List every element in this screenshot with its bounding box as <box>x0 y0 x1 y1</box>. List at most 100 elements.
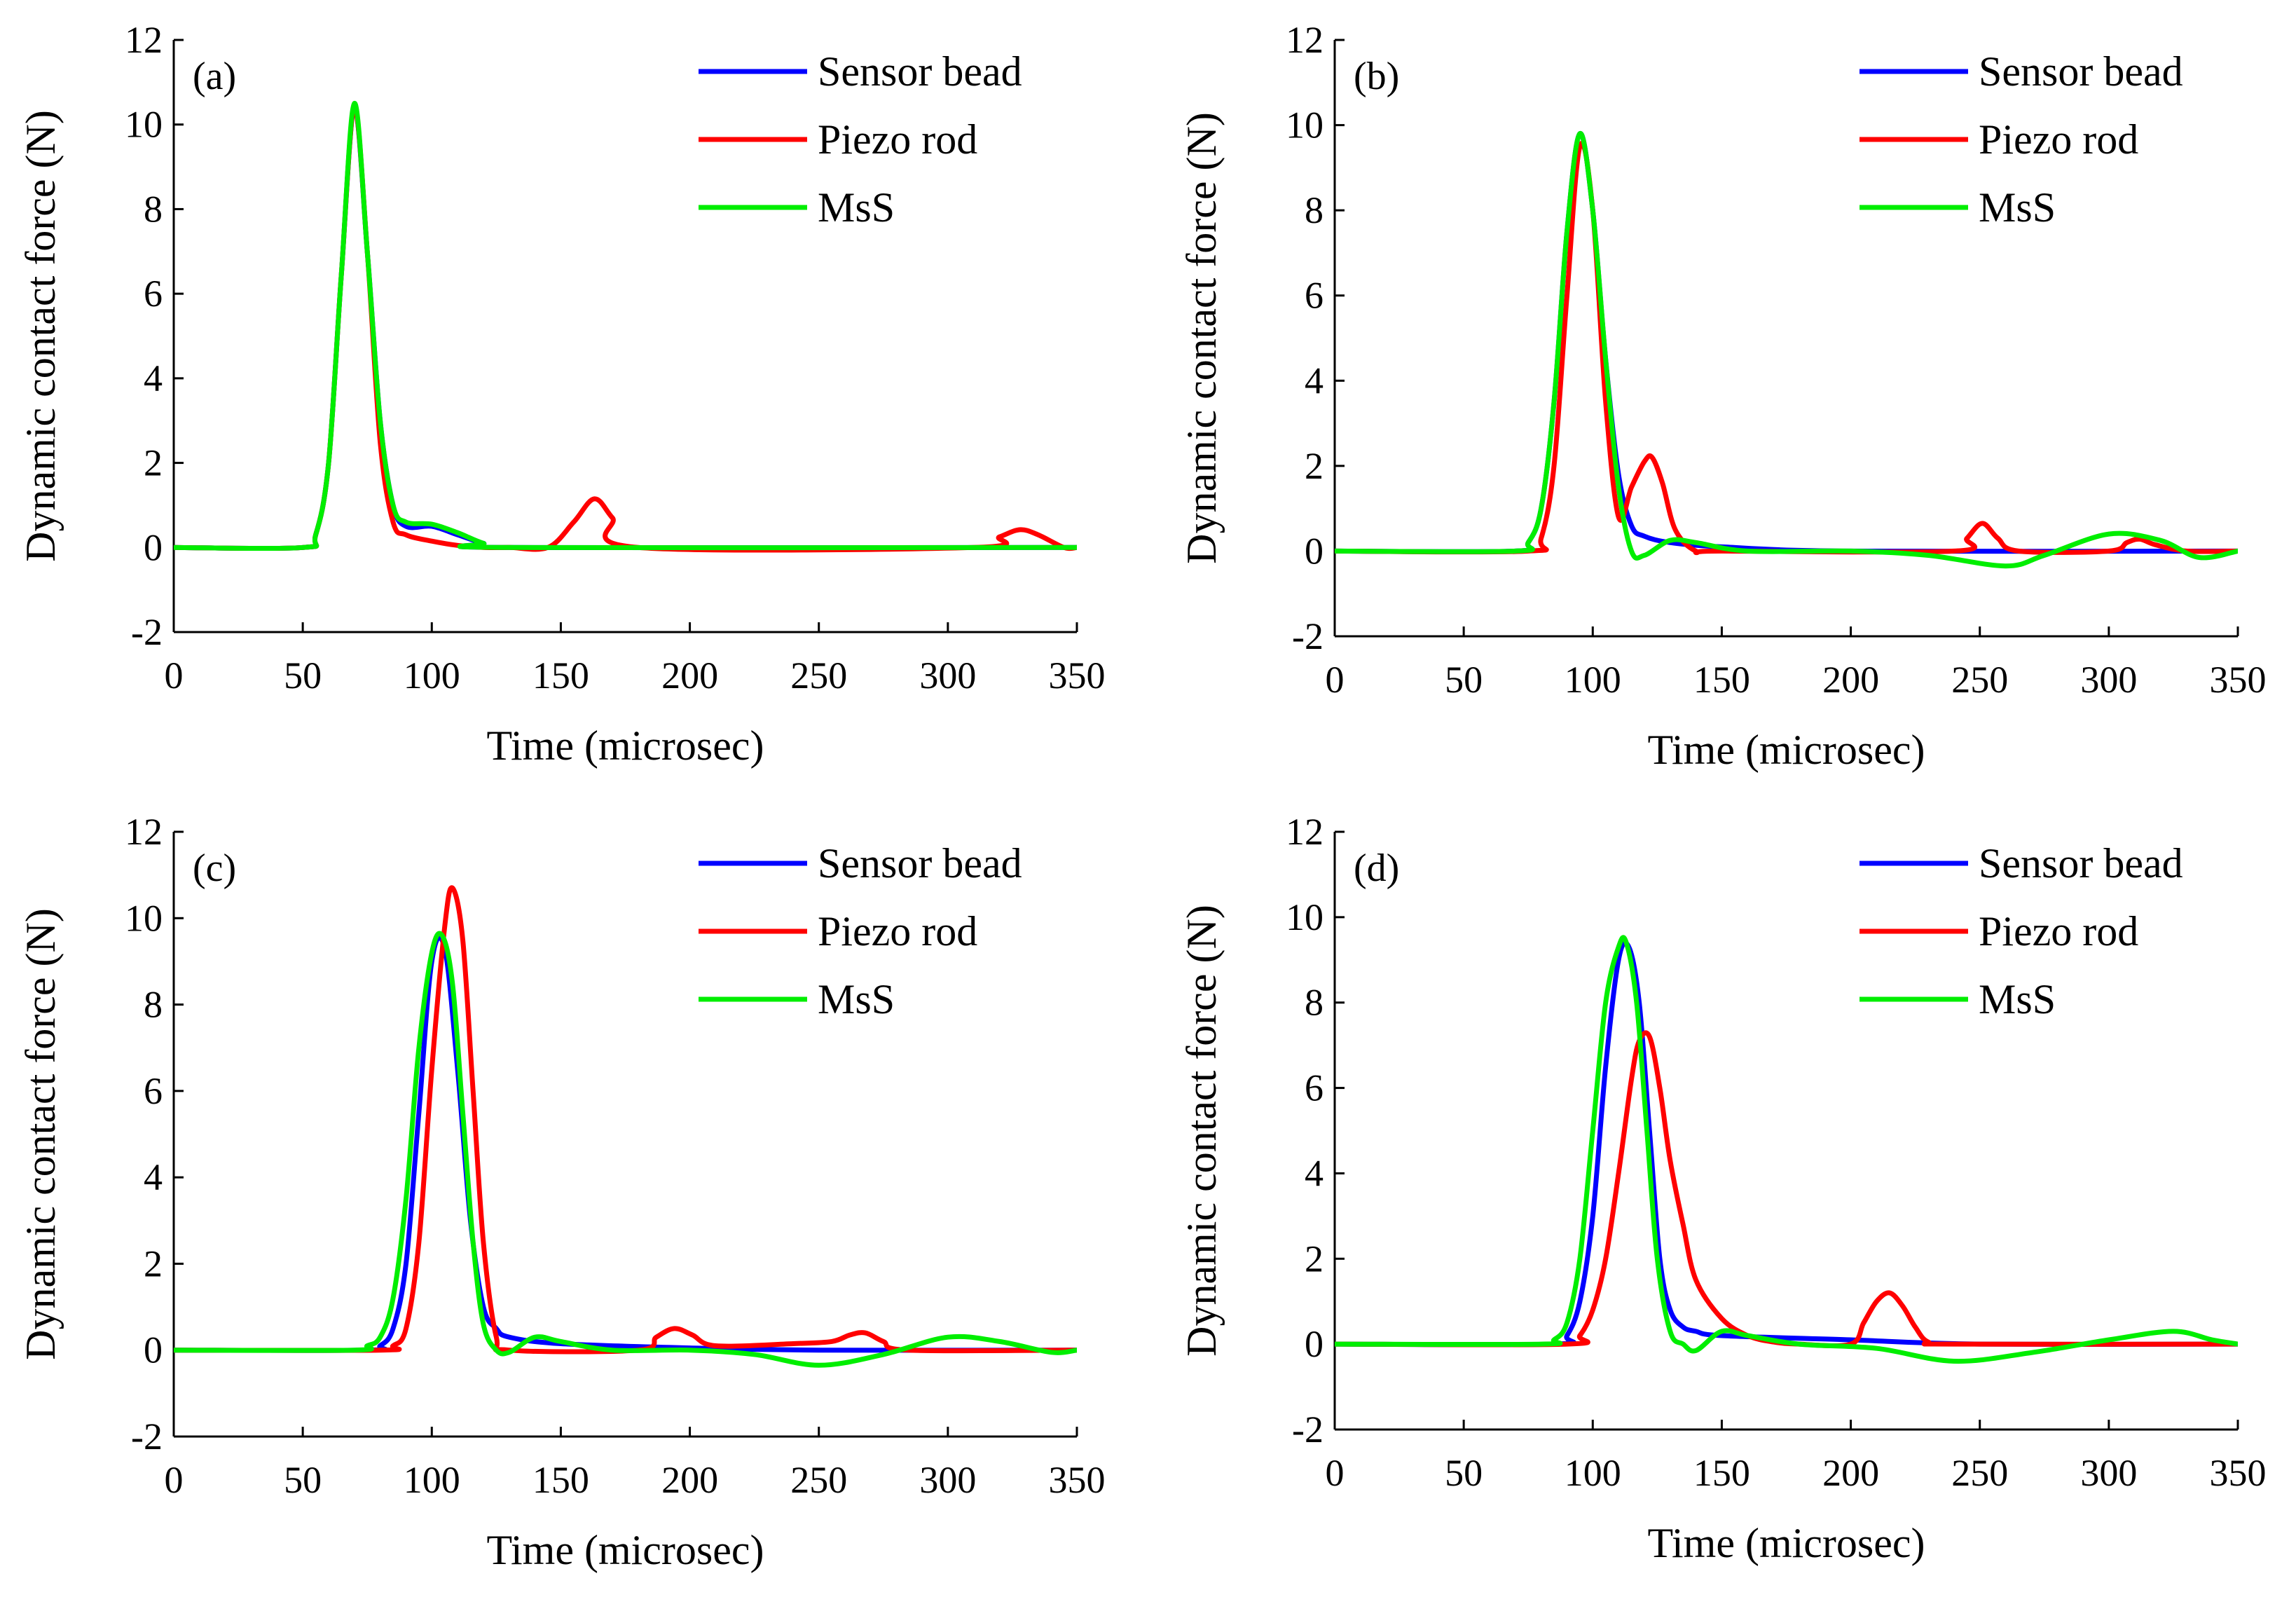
y-tick-label: 12 <box>1286 19 1324 61</box>
x-tick-label: 350 <box>2210 1452 2267 1494</box>
series-line-sensor-bead <box>174 935 1077 1353</box>
x-tick-label: 150 <box>1693 659 1750 701</box>
y-tick-label: 2 <box>1305 1238 1324 1280</box>
x-tick-label: 0 <box>1326 659 1345 701</box>
y-tick-label: -2 <box>131 1416 163 1458</box>
y-tick-label: 12 <box>1286 811 1324 853</box>
y-tick-label: 8 <box>1305 982 1324 1024</box>
x-tick-label: 250 <box>790 654 847 697</box>
x-tick-label: 250 <box>1951 659 2008 701</box>
legend-label: Piezo rod <box>818 116 977 163</box>
x-tick-label: 100 <box>404 654 460 697</box>
x-tick-label: 200 <box>661 1459 718 1501</box>
y-tick-label: 2 <box>1305 445 1324 487</box>
x-tick-label: 300 <box>2080 1452 2137 1494</box>
x-tick-label: 100 <box>1565 659 1621 701</box>
x-tick-label: 200 <box>661 654 718 697</box>
x-tick-label: 250 <box>1951 1452 2008 1494</box>
series-line-mss <box>174 100 1077 551</box>
y-tick-label: 0 <box>144 526 163 568</box>
y-tick-label: 0 <box>1305 530 1324 572</box>
x-axis-title: Time (microsec) <box>486 1527 764 1573</box>
series-line-piezo-rod <box>174 885 1077 1355</box>
y-tick-label: 12 <box>125 19 163 61</box>
legend-label: Sensor bead <box>818 840 1022 886</box>
series-group <box>1335 131 2238 569</box>
y-axis-title: Dynamic contact force (N) <box>1178 905 1225 1357</box>
series-line-sensor-bead <box>1335 131 2238 554</box>
y-tick-label: -2 <box>131 611 163 653</box>
y-tick-label: 6 <box>1305 1067 1324 1109</box>
y-axis-title: Dynamic contact force (N) <box>18 110 64 562</box>
x-tick-label: 350 <box>2210 659 2267 701</box>
y-tick-label: 4 <box>1305 1152 1324 1194</box>
y-tick-label: 10 <box>125 104 163 146</box>
y-tick-label: 10 <box>1286 104 1324 146</box>
x-tick-label: 150 <box>532 1459 589 1501</box>
y-tick-label: 6 <box>144 1070 163 1112</box>
x-tick-label: 100 <box>1565 1452 1621 1494</box>
legend-label: MsS <box>1979 976 2056 1022</box>
y-axis-title: Dynamic contact force (N) <box>18 908 64 1360</box>
series-line-piezo-rod <box>1335 1030 2238 1348</box>
y-tick-label: 8 <box>144 188 163 230</box>
series-line-mss <box>1335 935 2238 1364</box>
x-tick-label: 50 <box>1445 659 1483 701</box>
y-axis-title: Dynamic contact force (N) <box>1178 112 1225 564</box>
x-tick-label: 0 <box>165 654 184 697</box>
legend-label: Piezo rod <box>1979 116 2138 163</box>
legend-label: Sensor bead <box>818 48 1022 95</box>
legend-label: MsS <box>1979 184 2056 231</box>
x-tick-label: 150 <box>532 654 589 697</box>
y-tick-label: 4 <box>144 357 163 399</box>
y-tick-label: 10 <box>125 897 163 939</box>
x-tick-label: 300 <box>919 1459 976 1501</box>
x-tick-label: 200 <box>1822 659 1879 701</box>
x-tick-label: 150 <box>1693 1452 1750 1494</box>
y-tick-label: -2 <box>1292 615 1324 657</box>
series-group <box>174 100 1077 553</box>
x-tick-label: 50 <box>1445 1452 1483 1494</box>
series-line-piezo-rod <box>174 105 1077 553</box>
legend-label: Piezo rod <box>818 908 977 954</box>
series-group <box>174 885 1077 1368</box>
series-line-mss <box>1335 131 2238 569</box>
y-tick-label: 8 <box>1305 189 1324 231</box>
legend-label: Piezo rod <box>1979 908 2138 954</box>
y-tick-label: 4 <box>144 1156 163 1198</box>
x-tick-label: 350 <box>1049 654 1106 697</box>
y-tick-label: -2 <box>1292 1408 1324 1451</box>
panel-label: (b) <box>1354 55 1399 98</box>
x-tick-label: 50 <box>284 1459 322 1501</box>
y-tick-label: 6 <box>144 273 163 315</box>
series-line-mss <box>174 931 1077 1368</box>
legend-label: MsS <box>818 184 895 231</box>
legend-label: Sensor bead <box>1979 48 2183 95</box>
panel-label: (c) <box>193 846 236 890</box>
series-line-sensor-bead <box>1335 940 2238 1348</box>
series-line-piezo-rod <box>1335 140 2238 556</box>
y-tick-label: 8 <box>144 984 163 1026</box>
x-tick-label: 300 <box>2080 659 2137 701</box>
x-axis-title: Time (microsec) <box>1647 1520 1925 1566</box>
y-tick-label: 4 <box>1305 359 1324 402</box>
series-line-sensor-bead <box>174 105 1077 551</box>
x-axis-title: Time (microsec) <box>1647 727 1925 773</box>
y-tick-label: 6 <box>1305 275 1324 317</box>
y-tick-label: 10 <box>1286 896 1324 938</box>
x-tick-label: 350 <box>1049 1459 1106 1501</box>
legend-label: MsS <box>818 976 895 1022</box>
series-group <box>1335 935 2238 1364</box>
x-tick-label: 200 <box>1822 1452 1879 1494</box>
x-axis-title: Time (microsec) <box>486 722 764 769</box>
y-tick-label: 0 <box>144 1329 163 1371</box>
panel-label: (d) <box>1354 846 1399 890</box>
panel-label: (a) <box>193 55 236 98</box>
y-tick-label: 0 <box>1305 1323 1324 1365</box>
x-tick-label: 0 <box>1326 1452 1345 1494</box>
legend-label: Sensor bead <box>1979 840 2183 886</box>
x-tick-label: 0 <box>165 1459 184 1501</box>
